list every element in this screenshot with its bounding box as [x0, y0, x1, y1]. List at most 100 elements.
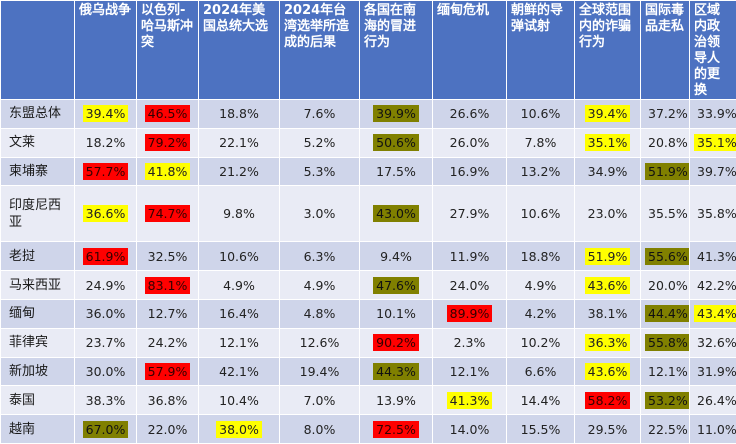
table-row: 越南 67.0% 22.0% 38.0% 8.0% 72.5% 14.0% 15.5% 29.5…	[0, 414, 736, 444]
highlighted-value: 58.2%	[584, 391, 631, 409]
table-cell: 15.5%	[506, 414, 575, 444]
highlighted-value: 41.8%	[144, 162, 191, 180]
table-cell: 27.9%	[432, 185, 507, 243]
table-row: 老挝 61.9% 32.5% 10.6% 6.3% 9.4% 11.9% 18.8% 51.9%…	[0, 241, 736, 272]
cell-value: 12.1%	[219, 335, 259, 351]
highlighted-value: 51.9%	[645, 162, 689, 180]
cell-value: 10.2%	[520, 335, 561, 351]
table-cell: 10.6%	[506, 99, 575, 129]
table-cell: 4.8%	[279, 298, 360, 329]
table-row: 印度尼西亚 36.6% 74.7% 9.8% 3.0% 43.0% 27.9% 10.6% 23…	[0, 185, 736, 243]
table-cell: 12.1%	[640, 356, 690, 387]
row-label: 马来西亚	[0, 270, 75, 300]
cell-value: 18.8%	[219, 106, 259, 122]
column-header: 朝鲜的导弹试射	[506, 0, 575, 100]
highlighted-value: 44.3%	[373, 362, 419, 380]
highlighted-value: 74.7%	[144, 205, 191, 223]
highlighted-value: 83.1%	[144, 276, 191, 294]
highlighted-value: 53.2%	[645, 391, 689, 409]
table-cell: 26.4%	[689, 385, 736, 416]
table-cell: 57.7%	[74, 156, 137, 187]
highlighted-value: 47.6%	[373, 276, 419, 294]
row-label: 越南	[0, 414, 75, 444]
table-cell: 26.0%	[432, 127, 507, 158]
table-cell: 19.4%	[279, 356, 360, 387]
cell-value: 5.2%	[303, 135, 336, 151]
table-cell: 90.2%	[359, 327, 433, 358]
cell-value: 21.2%	[219, 163, 259, 179]
cell-value: 38.3%	[85, 392, 126, 408]
highlighted-value: 89.9%	[446, 305, 493, 323]
row-label: 新加坡	[0, 356, 75, 387]
table-cell: 33.9%	[689, 99, 736, 129]
table-cell: 6.6%	[506, 356, 575, 387]
cell-value: 9.4%	[380, 248, 412, 264]
table-cell: 38.0%	[198, 414, 280, 444]
cell-value: 34.9%	[587, 163, 628, 179]
row-label: 菲律宾	[0, 327, 75, 358]
highlighted-value: 43.6%	[584, 276, 631, 294]
column-header: 以色列-哈马斯冲突	[136, 0, 199, 100]
table-cell: 34.9%	[574, 156, 641, 187]
table-cell: 74.7%	[136, 185, 199, 243]
cell-value: 37.2%	[648, 106, 688, 122]
cell-value: 36.8%	[147, 392, 188, 408]
cell-value: 24.9%	[85, 277, 126, 293]
cell-value: 2.3%	[453, 335, 486, 351]
cell-value: 20.8%	[648, 135, 688, 151]
table-cell: 13.9%	[359, 385, 433, 416]
cell-value: 38.1%	[587, 306, 628, 322]
table-cell: 20.0%	[640, 270, 690, 300]
highlighted-value: 46.5%	[144, 105, 191, 123]
cell-value: 16.9%	[449, 163, 490, 179]
row-label: 东盟总体	[0, 99, 75, 129]
table-cell: 37.2%	[640, 99, 690, 129]
cell-value: 12.6%	[299, 335, 340, 351]
highlighted-value: 39.4%	[82, 105, 129, 123]
table-cell: 41.3%	[689, 241, 736, 272]
table-cell: 14.4%	[506, 385, 575, 416]
table-cell: 22.1%	[198, 127, 280, 158]
table-cell: 44.4%	[640, 298, 690, 329]
table-cell: 47.6%	[359, 270, 433, 300]
cell-value: 35.8%	[697, 206, 736, 222]
cell-value: 39.7%	[697, 163, 736, 179]
table-cell: 4.9%	[506, 270, 575, 300]
table-cell: 21.2%	[198, 156, 280, 187]
table-cell: 24.0%	[432, 270, 507, 300]
table-cell: 89.9%	[432, 298, 507, 329]
cell-value: 26.0%	[449, 135, 490, 151]
table-cell: 32.5%	[136, 241, 199, 272]
cell-value: 4.2%	[524, 306, 557, 322]
table-cell: 36.6%	[74, 185, 137, 243]
highlighted-value: 35.1%	[694, 134, 736, 152]
cell-value: 27.9%	[449, 206, 490, 222]
table-cell: 57.9%	[136, 356, 199, 387]
highlighted-value: 43.0%	[373, 205, 419, 223]
table-cell: 10.1%	[359, 298, 433, 329]
table-cell: 8.0%	[279, 414, 360, 444]
table-cell: 43.0%	[359, 185, 433, 243]
table-cell: 7.8%	[506, 127, 575, 158]
table-row: 柬埔寨 57.7% 41.8% 21.2% 5.3% 17.5% 16.9% 13.2% 34.…	[0, 156, 736, 187]
cell-value: 18.2%	[85, 135, 126, 151]
table-cell: 7.0%	[279, 385, 360, 416]
table-cell: 24.9%	[74, 270, 137, 300]
table-cell: 41.8%	[136, 156, 199, 187]
table-cell: 12.7%	[136, 298, 199, 329]
table-cell: 16.9%	[432, 156, 507, 187]
cell-value: 14.4%	[520, 392, 561, 408]
cell-value: 26.4%	[697, 392, 736, 408]
table-cell: 11.9%	[432, 241, 507, 272]
table-cell: 35.5%	[640, 185, 690, 243]
cell-value: 8.0%	[303, 421, 336, 437]
cell-value: 31.9%	[697, 363, 736, 379]
row-label: 缅甸	[0, 298, 75, 329]
highlighted-value: 39.9%	[373, 105, 419, 123]
table-cell: 17.5%	[359, 156, 433, 187]
column-header: 2024年美国总统大选	[198, 0, 280, 100]
cell-value: 6.3%	[303, 248, 336, 264]
cell-value: 13.9%	[376, 392, 416, 408]
table-cell: 5.3%	[279, 156, 360, 187]
